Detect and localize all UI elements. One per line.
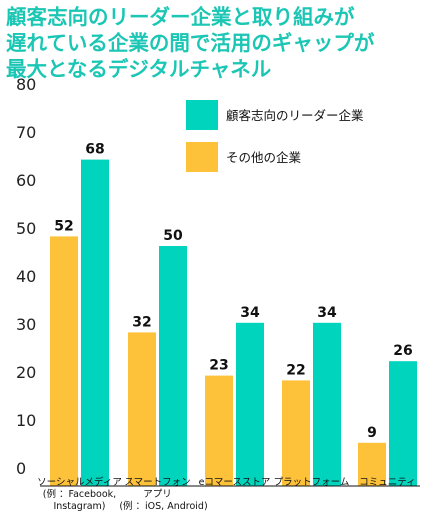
value-label-s0-c2: 23	[209, 358, 228, 374]
y-tick-label-60: 60	[16, 171, 36, 190]
bar-s0-c3	[282, 380, 310, 486]
value-labels: 52 32 23 22 9 68 50 34 34 26	[54, 142, 412, 441]
value-label-s1-c2: 34	[240, 305, 260, 321]
y-tick-label-10: 10	[16, 411, 36, 430]
bar-s1-c4	[389, 361, 417, 486]
y-tick-label-30: 30	[16, 315, 36, 334]
y-tick-label-0: 0	[16, 459, 26, 478]
value-label-s1-c3: 34	[317, 305, 337, 321]
bar-s1-c0	[81, 159, 109, 486]
bar-s1-c2	[236, 322, 264, 486]
bar-s0-c4	[358, 442, 386, 486]
bar-s0-c1	[128, 332, 156, 486]
legend-swatch-1	[186, 100, 218, 130]
bars	[50, 159, 417, 486]
y-tick-label-50: 50	[16, 219, 36, 238]
bar-s1-c1	[159, 246, 187, 486]
value-label-s0-c3: 22	[286, 362, 305, 378]
bar-s0-c2	[205, 375, 233, 486]
y-tick-label-20: 20	[16, 363, 36, 382]
chart-title: 顧客志向のリーダー企業と取り組みが 遅れている企業の間で活用のギャップが 最大と…	[6, 5, 375, 81]
category-labels: ソーシャルメディア(例 ：Facebook, Instagram)スマートフォンア…	[37, 476, 416, 512]
y-tick-label-80: 80	[16, 75, 36, 94]
bar-s1-c3	[313, 322, 341, 486]
category-label-0: ソーシャルメディア(例 ：Facebook, Instagram)	[37, 476, 122, 512]
category-label-3: プラットフォーム	[274, 477, 350, 488]
value-label-s1-c0: 68	[85, 142, 104, 158]
y-axis-ticks: 0 10 20 30 40 50 60 70 80	[16, 75, 36, 478]
y-tick-label-40: 40	[16, 267, 36, 286]
y-tick-label-70: 70	[16, 123, 36, 142]
category-label-1: スマートフォンアプリ(例 ：iOS, Android)	[119, 477, 207, 512]
value-label-s0-c0: 52	[54, 218, 73, 234]
value-label-s0-c1: 32	[132, 314, 151, 330]
bar-s0-c0	[50, 236, 78, 486]
legend-label-1: 顧客志向のリーダー企業	[226, 108, 364, 123]
legend-label-0: その他の企業	[226, 150, 302, 165]
value-label-s1-c4: 26	[393, 343, 412, 359]
value-label-s1-c1: 50	[163, 228, 183, 244]
legend-swatch-0	[186, 142, 218, 172]
category-label-2: eコマースストア	[199, 477, 271, 488]
category-label-4: コミュニティ	[359, 477, 415, 488]
value-label-s0-c4: 9	[367, 425, 377, 441]
